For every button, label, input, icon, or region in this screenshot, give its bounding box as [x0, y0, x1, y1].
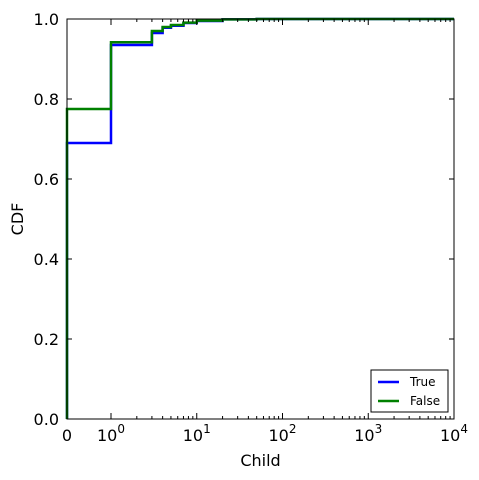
x-tick-base: 10 [440, 426, 460, 445]
x-tick-label: 0 [62, 426, 72, 445]
x-tick-base: 10 [354, 426, 374, 445]
x-tick-label: 100 [97, 422, 125, 445]
x-axis-label: Child [240, 451, 280, 470]
x-tick-exponent: 3 [375, 422, 383, 436]
x-tick-label: 103 [354, 422, 382, 445]
x-tick-base: 10 [183, 426, 203, 445]
x-tick-exponent: 2 [289, 422, 297, 436]
series-line-true [65, 17, 454, 419]
series-line-false [65, 17, 454, 419]
x-tick-base: 10 [97, 426, 117, 445]
y-tick-label: 0.2 [34, 330, 59, 349]
x-tick-label: 102 [269, 422, 297, 445]
x-tick-base: 0 [62, 426, 72, 445]
ticks-layer: 0.00.20.40.60.81.00 100 101 102 103 104 [34, 10, 468, 445]
y-tick-label: 1.0 [34, 10, 59, 29]
y-axis-label: CDF [8, 203, 27, 236]
x-tick-exponent: 0 [117, 422, 125, 436]
x-tick-base: 10 [269, 426, 289, 445]
y-tick-label: 0.8 [34, 90, 59, 109]
series-layer [65, 17, 454, 419]
legend-label-false: False [410, 394, 440, 408]
legend-label-true: True [409, 375, 436, 389]
y-tick-label: 0.6 [34, 170, 59, 189]
plot-frame [66, 18, 455, 420]
x-tick-label: 104 [440, 422, 468, 445]
y-tick-label: 0.4 [34, 250, 59, 269]
legend-box [370, 369, 449, 413]
x-tick-label: 101 [183, 422, 211, 445]
y-tick-label: 0.0 [34, 410, 59, 429]
legend: True False [370, 369, 449, 413]
x-tick-exponent: 1 [203, 422, 211, 436]
x-tick-exponent: 4 [460, 422, 468, 436]
